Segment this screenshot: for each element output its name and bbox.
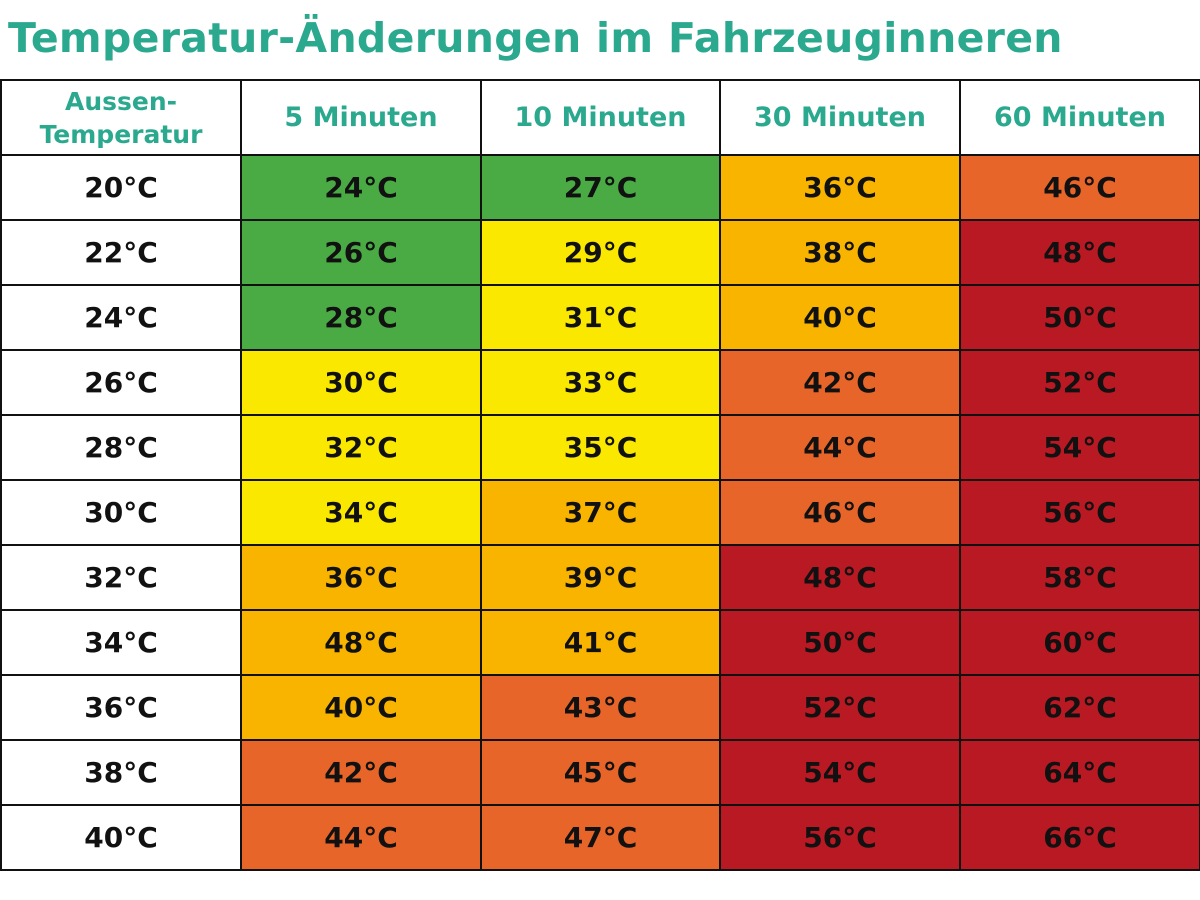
interior-temperature-cell: 48°C: [719, 544, 961, 611]
interior-temperature-cell: 39°C: [480, 544, 721, 611]
table-row: 20°C 24°C 27°C 36°C 46°C: [0, 154, 1200, 221]
table-row: 30°C 34°C 37°C 46°C 56°C: [0, 479, 1200, 546]
interior-temperature-cell: 40°C: [719, 284, 961, 351]
interior-temperature-cell: 41°C: [480, 609, 721, 676]
interior-temperature-cell: 50°C: [719, 609, 961, 676]
interior-temperature-cell: 40°C: [240, 674, 482, 741]
outside-temperature-cell: 30°C: [0, 479, 242, 546]
outside-temperature-cell: 24°C: [0, 284, 242, 351]
outside-temperature-header: Aussen- Temperatur: [0, 79, 242, 156]
interior-temperature-cell: 45°C: [480, 739, 721, 806]
interior-temperature-cell: 24°C: [240, 154, 482, 221]
interior-temperature-cell: 46°C: [719, 479, 961, 546]
interior-temperature-cell: 34°C: [240, 479, 482, 546]
column-header-30-min: 30 Minuten: [719, 79, 961, 156]
interior-temperature-cell: 44°C: [240, 804, 482, 871]
interior-temperature-cell: 44°C: [719, 414, 961, 481]
interior-temperature-cell: 26°C: [240, 219, 482, 286]
interior-temperature-cell: 29°C: [480, 219, 721, 286]
outside-temperature-cell: 28°C: [0, 414, 242, 481]
outside-temperature-cell: 38°C: [0, 739, 242, 806]
interior-temperature-cell: 60°C: [959, 609, 1200, 676]
interior-temperature-cell: 56°C: [719, 804, 961, 871]
interior-temperature-cell: 36°C: [240, 544, 482, 611]
interior-temperature-cell: 54°C: [959, 414, 1200, 481]
interior-temperature-cell: 48°C: [959, 219, 1200, 286]
interior-temperature-cell: 64°C: [959, 739, 1200, 806]
table-row: 28°C 32°C 35°C 44°C 54°C: [0, 414, 1200, 481]
outside-temperature-cell: 26°C: [0, 349, 242, 416]
interior-temperature-cell: 28°C: [240, 284, 482, 351]
outside-temperature-cell: 32°C: [0, 544, 242, 611]
interior-temperature-cell: 30°C: [240, 349, 482, 416]
table-row: 34°C 48°C 41°C 50°C 60°C: [0, 609, 1200, 676]
interior-temperature-cell: 62°C: [959, 674, 1200, 741]
interior-temperature-cell: 48°C: [240, 609, 482, 676]
interior-temperature-cell: 31°C: [480, 284, 721, 351]
interior-temperature-cell: 35°C: [480, 414, 721, 481]
interior-temperature-cell: 58°C: [959, 544, 1200, 611]
interior-temperature-cell: 56°C: [959, 479, 1200, 546]
interior-temperature-cell: 54°C: [719, 739, 961, 806]
column-header-5-min: 5 Minuten: [240, 79, 482, 156]
header-row: Aussen- Temperatur 5 Minuten 10 Minuten …: [0, 79, 1200, 156]
interior-temperature-cell: 50°C: [959, 284, 1200, 351]
interior-temperature-cell: 66°C: [959, 804, 1200, 871]
interior-temperature-cell: 36°C: [719, 154, 961, 221]
interior-temperature-cell: 52°C: [959, 349, 1200, 416]
interior-temperature-cell: 27°C: [480, 154, 721, 221]
table-row: 40°C 44°C 47°C 56°C 66°C: [0, 804, 1200, 871]
table-row: 38°C 42°C 45°C 54°C 64°C: [0, 739, 1200, 806]
interior-temperature-cell: 43°C: [480, 674, 721, 741]
interior-temperature-cell: 32°C: [240, 414, 482, 481]
interior-temperature-cell: 42°C: [719, 349, 961, 416]
table-row: 26°C 30°C 33°C 42°C 52°C: [0, 349, 1200, 416]
corner-header-line-1: Aussen-: [64, 86, 178, 116]
column-header-60-min: 60 Minuten: [959, 79, 1200, 156]
interior-temperature-cell: 42°C: [240, 739, 482, 806]
interior-temperature-cell: 46°C: [959, 154, 1200, 221]
interior-temperature-cell: 33°C: [480, 349, 721, 416]
page-title: Temperatur-Änderungen im Fahrzeuginneren: [8, 14, 1063, 62]
outside-temperature-cell: 36°C: [0, 674, 242, 741]
corner-header-line-2: Temperatur: [39, 119, 203, 149]
outside-temperature-cell: 40°C: [0, 804, 242, 871]
table-row: 36°C 40°C 43°C 52°C 62°C: [0, 674, 1200, 741]
interior-temperature-cell: 38°C: [719, 219, 961, 286]
outside-temperature-cell: 20°C: [0, 154, 242, 221]
outside-temperature-cell: 34°C: [0, 609, 242, 676]
table-row: 24°C 28°C 31°C 40°C 50°C: [0, 284, 1200, 351]
table-row: 32°C 36°C 39°C 48°C 58°C: [0, 544, 1200, 611]
interior-temperature-cell: 47°C: [480, 804, 721, 871]
interior-temperature-cell: 37°C: [480, 479, 721, 546]
interior-temperature-cell: 52°C: [719, 674, 961, 741]
outside-temperature-cell: 22°C: [0, 219, 242, 286]
table-body: 20°C 24°C 27°C 36°C 46°C 22°C 26°C 29°C 38°C 48°C…: [0, 154, 1200, 871]
table-row: 22°C 26°C 29°C 38°C 48°C: [0, 219, 1200, 286]
column-header-10-min: 10 Minuten: [480, 79, 721, 156]
temperature-table: Aussen- Temperatur 5 Minuten 10 Minuten …: [0, 79, 1200, 871]
